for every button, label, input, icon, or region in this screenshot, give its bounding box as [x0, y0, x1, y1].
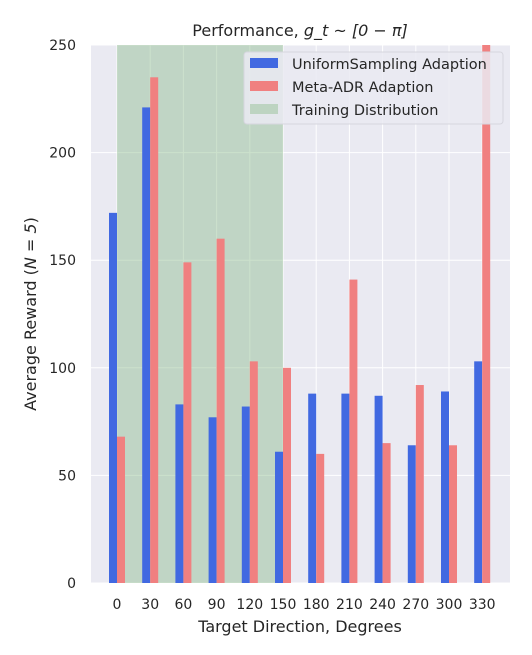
y-tick-label: 250 — [49, 38, 76, 54]
y-tick-label: 50 — [58, 468, 76, 484]
bar-uniform-180 — [308, 393, 317, 583]
y-tick-label: 150 — [49, 253, 76, 269]
bar-uniform-240 — [374, 395, 383, 583]
legend-label-training: Training Distribution — [291, 103, 438, 119]
bar-uniform-210 — [341, 393, 350, 583]
bar-meta-adr-180 — [316, 453, 325, 583]
y-tick-labels: 0 50 100 150 200 250 — [49, 38, 76, 592]
bars — [109, 45, 491, 584]
chart-title-text: Performance, — [192, 21, 304, 40]
bar-meta-adr-270 — [415, 385, 424, 583]
bar-meta-adr-120 — [249, 361, 258, 583]
bar-meta-adr-0 — [117, 436, 125, 583]
legend-swatch-uniform — [250, 58, 278, 68]
bar-uniform-300 — [441, 391, 449, 583]
y-axis-label: Average Reward (N = 5) — [21, 217, 40, 411]
plot-background — [91, 45, 510, 583]
bar-meta-adr-150 — [283, 367, 291, 583]
x-tick-label: 0 — [113, 597, 122, 613]
x-tick-label: 90 — [208, 597, 226, 613]
y-axis-label-math: N = 5 — [21, 223, 40, 269]
y-axis-label-text: Average Reward ( — [21, 269, 40, 411]
x-tick-label: 300 — [436, 597, 463, 613]
x-tick-label: 270 — [402, 597, 429, 613]
x-tick-label: 210 — [336, 597, 363, 613]
bar-uniform-60 — [175, 404, 184, 583]
bar-meta-adr-330 — [482, 45, 491, 583]
x-tick-label: 330 — [469, 597, 496, 613]
legend-label-uniform: UniformSampling Adaption — [292, 57, 487, 73]
bar-meta-adr-210 — [349, 279, 358, 583]
chart-title-math: g_t ~ [0 − π] — [304, 21, 408, 41]
y-tick-label: 200 — [49, 146, 76, 162]
x-tick-label: 180 — [303, 597, 330, 613]
bar-meta-adr-300 — [449, 445, 457, 583]
x-tick-labels: 0 30 60 90 120 150 180 210 240 270 300 330 — [113, 597, 496, 613]
legend-swatch-training — [250, 104, 278, 114]
bar-uniform-0 — [109, 212, 117, 583]
legend: UniformSampling Adaption Meta-ADR Adapti… — [243, 51, 504, 125]
bar-uniform-120 — [241, 406, 250, 583]
legend-swatch-meta-adr — [250, 81, 278, 91]
legend-box — [243, 51, 504, 125]
x-tick-label: 60 — [174, 597, 192, 613]
y-tick-label: 100 — [49, 361, 76, 377]
bar-meta-adr-30 — [150, 77, 159, 583]
x-axis-label: Target Direction, Degrees — [197, 617, 402, 636]
x-tick-label: 240 — [369, 597, 396, 613]
bar-uniform-30 — [142, 107, 151, 584]
bar-uniform-330 — [474, 361, 483, 583]
y-tick-label: 0 — [67, 576, 76, 592]
bar-meta-adr-60 — [183, 262, 192, 583]
bar-uniform-270 — [407, 445, 416, 583]
x-tick-label: 120 — [236, 597, 263, 613]
x-tick-label: 30 — [141, 597, 159, 613]
bar-uniform-90 — [208, 417, 217, 583]
legend-label-meta-adr: Meta-ADR Adaption — [292, 80, 433, 96]
y-axis-label-suffix: ) — [21, 217, 40, 223]
x-tick-label: 150 — [270, 597, 297, 613]
bar-meta-adr-90 — [216, 238, 225, 583]
chart-title: Performance, g_t ~ [0 − π] — [192, 21, 407, 41]
bar-uniform-150 — [275, 451, 283, 583]
training-distribution-span — [117, 45, 283, 583]
bar-meta-adr-240 — [382, 443, 391, 583]
